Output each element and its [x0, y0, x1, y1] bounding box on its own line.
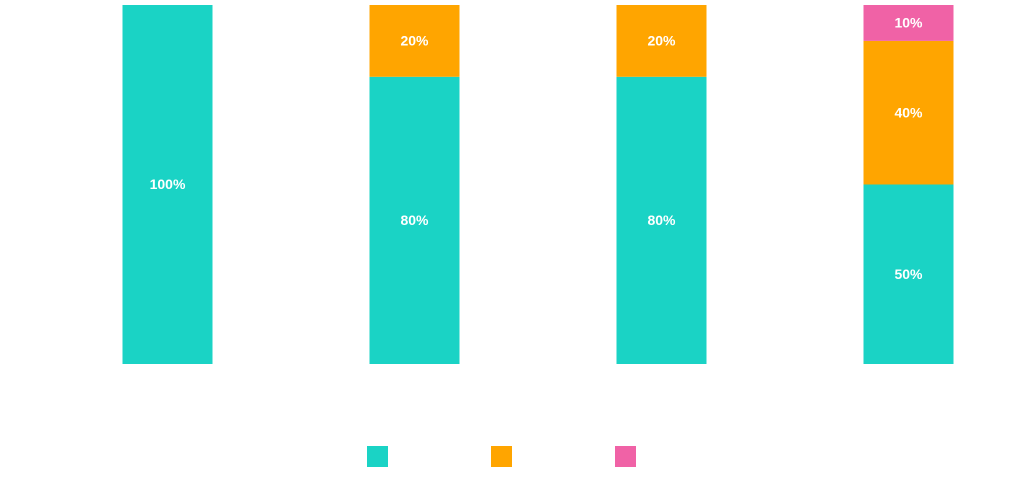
bar-segment — [863, 5, 954, 41]
bar-segment — [616, 5, 707, 77]
value-label: 80% — [400, 212, 429, 228]
value-label: 20% — [400, 33, 429, 49]
bar-segment — [369, 5, 460, 77]
value-label: 100% — [150, 176, 186, 192]
value-label: 10% — [894, 15, 923, 31]
bar-segment — [369, 76, 460, 365]
bar-segment — [863, 40, 954, 185]
legend-swatch — [615, 446, 636, 467]
bar-segment — [863, 184, 954, 364]
value-label: 50% — [894, 266, 923, 282]
legend-swatch — [367, 446, 388, 467]
value-label: 20% — [647, 33, 676, 49]
legend-swatch — [491, 446, 512, 467]
value-label: 40% — [894, 104, 923, 120]
value-label: 80% — [647, 212, 676, 228]
bar-segment — [122, 5, 213, 364]
bar-segment — [616, 76, 707, 365]
